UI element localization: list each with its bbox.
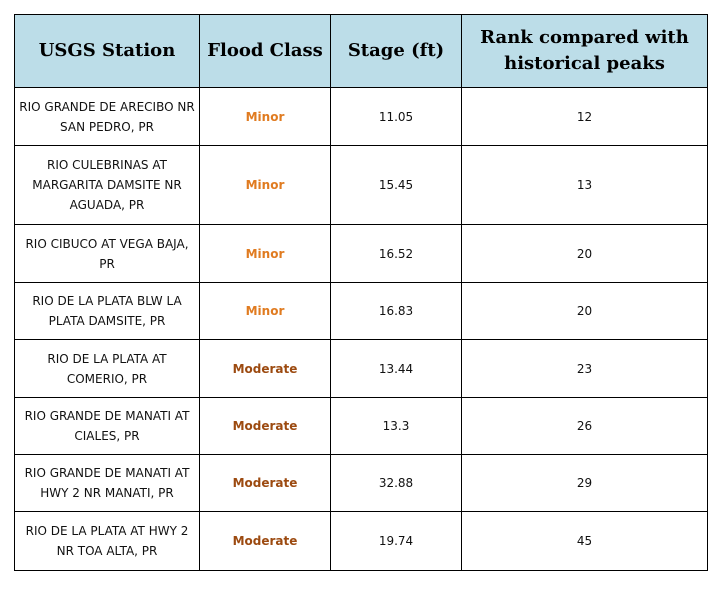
flood-class-cell: Minor — [199, 87, 331, 146]
stage-cell: 16.52 — [330, 224, 462, 283]
header-rank: Rank compared with historical peaks — [461, 14, 708, 88]
flood-class-cell: Minor — [199, 224, 331, 283]
flood-class-cell: Moderate — [199, 454, 331, 512]
rank-cell: 12 — [461, 87, 708, 146]
rank-cell: 23 — [461, 339, 708, 398]
flood-peaks-table: USGS Station Flood Class Stage (ft) Rank… — [14, 14, 708, 571]
stage-cell: 19.74 — [330, 511, 462, 571]
station-cell: RIO GRANDE DE MANATI AT HWY 2 NR MANATI,… — [14, 454, 200, 512]
station-cell: RIO CULEBRINAS AT MARGARITA DAMSITE NR A… — [14, 145, 200, 225]
table-row: RIO CIBUCO AT VEGA BAJA, PR Minor 16.52 … — [14, 224, 708, 283]
table-row: RIO GRANDE DE MANATI AT CIALES, PR Moder… — [14, 397, 708, 455]
flood-class-cell: Moderate — [199, 339, 331, 398]
rank-cell: 13 — [461, 145, 708, 225]
station-cell: RIO GRANDE DE ARECIBO NR SAN PEDRO, PR — [14, 87, 200, 146]
rank-cell: 26 — [461, 397, 708, 455]
header-station: USGS Station — [14, 14, 200, 88]
header-row: USGS Station Flood Class Stage (ft) Rank… — [14, 14, 708, 88]
stage-cell: 15.45 — [330, 145, 462, 225]
flood-class-cell: Minor — [199, 145, 331, 225]
header-stage: Stage (ft) — [330, 14, 462, 88]
header-flood-class: Flood Class — [199, 14, 331, 88]
station-cell: RIO GRANDE DE MANATI AT CIALES, PR — [14, 397, 200, 455]
rank-cell: 45 — [461, 511, 708, 571]
table-row: RIO CULEBRINAS AT MARGARITA DAMSITE NR A… — [14, 145, 708, 225]
table-row: RIO DE LA PLATA AT HWY 2 NR TOA ALTA, PR… — [14, 511, 708, 571]
stage-cell: 13.44 — [330, 339, 462, 398]
rank-cell: 29 — [461, 454, 708, 512]
rank-cell: 20 — [461, 282, 708, 340]
rank-cell: 20 — [461, 224, 708, 283]
flood-class-cell: Moderate — [199, 511, 331, 571]
station-cell: RIO CIBUCO AT VEGA BAJA, PR — [14, 224, 200, 283]
station-cell: RIO DE LA PLATA BLW LA PLATA DAMSITE, PR — [14, 282, 200, 340]
stage-cell: 13.3 — [330, 397, 462, 455]
flood-class-cell: Moderate — [199, 397, 331, 455]
table-row: RIO DE LA PLATA BLW LA PLATA DAMSITE, PR… — [14, 282, 708, 340]
stage-cell: 16.83 — [330, 282, 462, 340]
station-cell: RIO DE LA PLATA AT COMERIO, PR — [14, 339, 200, 398]
table-row: RIO GRANDE DE ARECIBO NR SAN PEDRO, PR M… — [14, 87, 708, 146]
stage-cell: 32.88 — [330, 454, 462, 512]
table-row: RIO GRANDE DE MANATI AT HWY 2 NR MANATI,… — [14, 454, 708, 512]
stage-cell: 11.05 — [330, 87, 462, 146]
table-row: RIO DE LA PLATA AT COMERIO, PR Moderate … — [14, 339, 708, 398]
flood-class-cell: Minor — [199, 282, 331, 340]
station-cell: RIO DE LA PLATA AT HWY 2 NR TOA ALTA, PR — [14, 511, 200, 571]
